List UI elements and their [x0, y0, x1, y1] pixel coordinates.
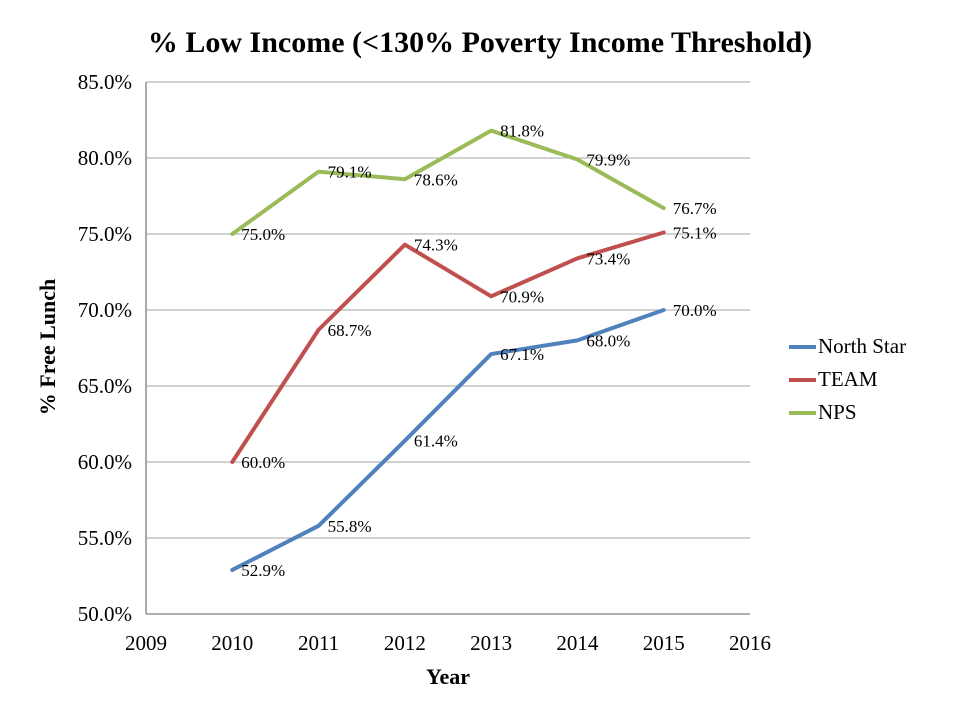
y-tick-label: 55.0%: [78, 526, 132, 550]
series-line-nps: [230, 128, 666, 236]
chart-legend: North Star TEAM NPS: [789, 330, 906, 429]
data-label-north-star: 52.9%: [241, 561, 285, 580]
series-line-team: [230, 230, 666, 464]
legend-item-north-star: North Star: [789, 330, 906, 363]
data-label-north-star: 61.4%: [414, 432, 458, 451]
chart-title: % Low Income (<130% Poverty Income Thres…: [147, 26, 813, 59]
data-label-nps: 81.8%: [500, 122, 544, 141]
legend-label-nps: NPS: [818, 400, 857, 424]
legend-label-team: TEAM: [818, 367, 878, 391]
y-tick-label: 50.0%: [78, 602, 132, 626]
x-tick-label: 2016: [729, 631, 771, 655]
data-label-team: 75.1%: [673, 223, 717, 242]
data-label-nps: 75.0%: [241, 225, 285, 244]
x-tick-label: 2011: [298, 631, 339, 655]
x-tick-label: 2015: [643, 631, 685, 655]
legend-label-north-star: North Star: [818, 334, 907, 358]
x-tick-label: 2009: [125, 631, 167, 655]
data-label-north-star: 67.1%: [500, 345, 544, 364]
legend-swatch-nps: [789, 410, 816, 415]
data-label-team: 74.3%: [414, 236, 458, 255]
y-tick-label: 75.0%: [78, 222, 132, 246]
x-tick-label: 2012: [384, 631, 426, 655]
y-tick-label: 85.0%: [78, 70, 132, 94]
legend-swatch-north-star: [789, 344, 816, 349]
data-label-north-star: 70.0%: [673, 301, 717, 320]
legend-item-team: TEAM: [789, 363, 906, 396]
data-label-nps: 78.6%: [414, 170, 458, 189]
data-label-team: 68.7%: [328, 321, 372, 340]
series-line-north-star: [230, 308, 666, 572]
data-label-team: 70.9%: [500, 287, 544, 306]
data-label-nps: 79.9%: [586, 151, 630, 170]
data-label-team: 60.0%: [241, 453, 285, 472]
data-label-nps: 79.1%: [328, 163, 372, 182]
y-tick-label: 70.0%: [78, 298, 132, 322]
x-axis-title: Year: [426, 664, 470, 689]
legend-item-nps: NPS: [789, 396, 906, 429]
data-label-north-star: 68.0%: [586, 331, 630, 350]
data-label-north-star: 55.8%: [328, 517, 372, 536]
x-tick-label: 2014: [556, 631, 599, 655]
data-label-team: 73.4%: [586, 249, 630, 268]
x-tick-label: 2010: [211, 631, 253, 655]
y-tick-label: 65.0%: [78, 374, 132, 398]
y-tick-label: 60.0%: [78, 450, 132, 474]
legend-swatch-team: [789, 377, 816, 382]
data-label-nps: 76.7%: [673, 199, 717, 218]
y-tick-label: 80.0%: [78, 146, 132, 170]
x-tick-label: 2013: [470, 631, 512, 655]
